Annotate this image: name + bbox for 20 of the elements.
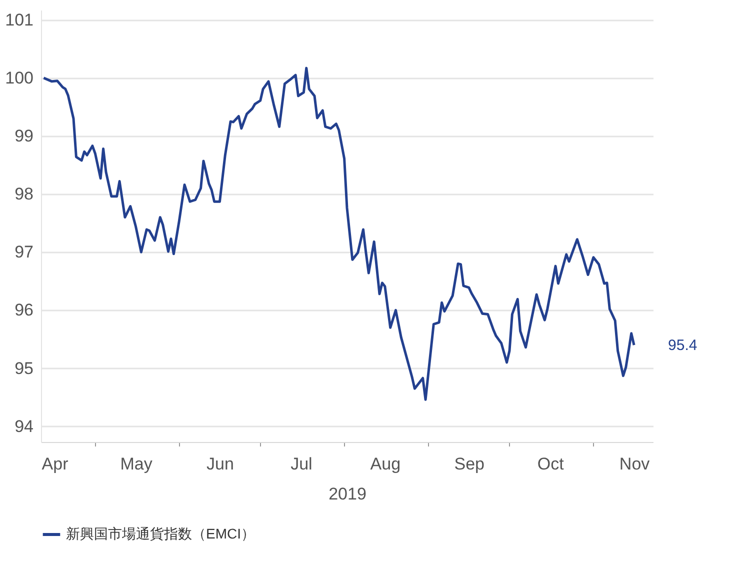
x-tick-label: Jul [290, 454, 312, 474]
y-tick-label: 97 [14, 242, 34, 262]
y-tick-label: 101 [5, 10, 34, 30]
y-tick-label: 98 [14, 184, 34, 204]
line-series [42, 66, 636, 401]
x-tick-label: May [120, 454, 153, 474]
x-tick-label: Jun [206, 454, 234, 474]
x-tick-label: Oct [537, 454, 564, 474]
y-tick-label: 95 [14, 358, 34, 378]
x-tick-label: Apr [42, 454, 69, 474]
x-tick-label: Nov [619, 454, 650, 474]
x-axis-title: 2019 [328, 484, 366, 504]
x-tick-label: Aug [370, 454, 401, 474]
y-tick-label: 94 [14, 416, 34, 436]
x-tick-label: Sep [454, 454, 484, 474]
annotation: 95.4 [668, 337, 698, 354]
y-tick-label: 99 [14, 126, 34, 146]
legend-label: 新興国市場通貨指数（EMCI） [66, 526, 255, 542]
y-tick-label: 96 [14, 300, 34, 320]
y-tick-label: 100 [5, 68, 34, 88]
